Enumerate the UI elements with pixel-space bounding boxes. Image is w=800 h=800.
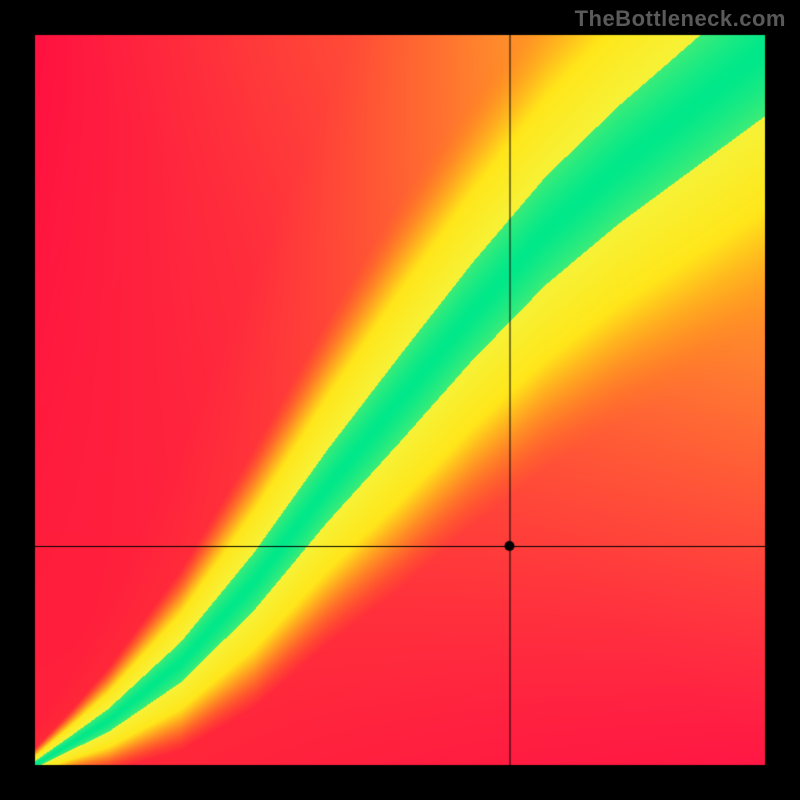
watermark-text: TheBottleneck.com bbox=[575, 6, 786, 32]
plot-container: { "watermark": "TheBottleneck.com", "can… bbox=[0, 0, 800, 800]
heatmap-canvas bbox=[0, 0, 800, 800]
